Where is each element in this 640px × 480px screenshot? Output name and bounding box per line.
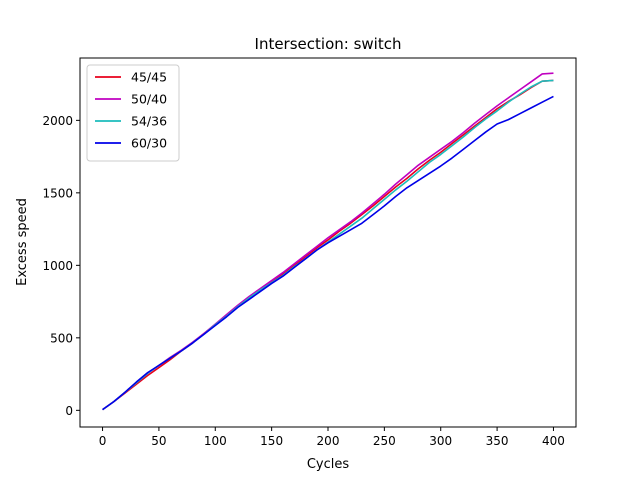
x-axis: 0 50 100 150 200 250 300 350 400 bbox=[99, 427, 565, 448]
y-tick-label-0: 0 bbox=[65, 404, 73, 418]
series-line-3 bbox=[102, 95, 554, 411]
x-tick-label-6: 300 bbox=[429, 434, 452, 448]
y-tick-label-4: 2000 bbox=[42, 114, 73, 128]
x-tick-label-8: 400 bbox=[542, 434, 565, 448]
y-tick-label-2: 1000 bbox=[42, 259, 73, 273]
legend-label-3: 60/30 bbox=[131, 136, 167, 151]
x-axis-label: Cycles bbox=[307, 457, 350, 472]
y-tick-label-1: 500 bbox=[50, 331, 73, 345]
legend-label-1: 50/40 bbox=[131, 92, 167, 107]
y-axis-label: Excess speed bbox=[15, 198, 30, 286]
legend-label-2: 54/36 bbox=[131, 114, 167, 129]
x-tick-label-3: 150 bbox=[260, 434, 283, 448]
y-tick-label-3: 1500 bbox=[42, 186, 73, 200]
x-tick-label-5: 250 bbox=[373, 434, 396, 448]
x-tick-label-2: 100 bbox=[204, 434, 227, 448]
legend: 45/45 50/40 54/36 60/30 bbox=[86, 64, 180, 162]
x-tick-label-4: 200 bbox=[317, 434, 340, 448]
x-tick-label-1: 50 bbox=[151, 434, 166, 448]
x-tick-label-7: 350 bbox=[486, 434, 509, 448]
y-axis: 0 500 1000 1500 2000 bbox=[42, 114, 80, 418]
legend-box bbox=[86, 64, 180, 162]
x-tick-label-0: 0 bbox=[99, 434, 107, 448]
chart-title: Intersection: switch bbox=[255, 35, 402, 53]
legend-label-0: 45/45 bbox=[131, 70, 167, 85]
